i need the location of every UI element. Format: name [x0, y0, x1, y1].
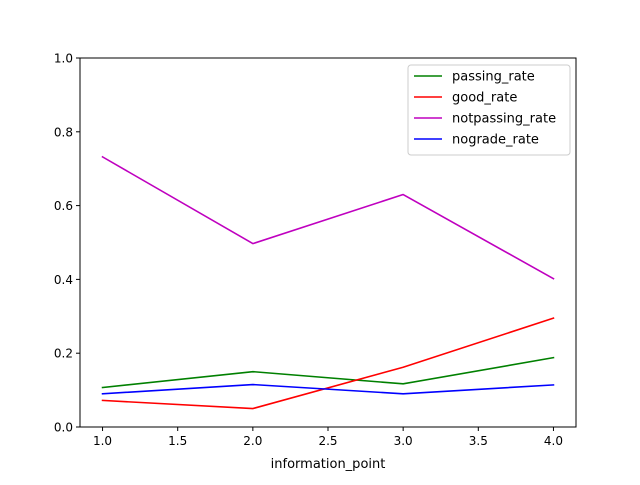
- legend-label-good_rate: good_rate: [452, 91, 517, 106]
- y-tick-label: 1.0: [54, 52, 73, 66]
- x-tick-label: 3.5: [469, 434, 488, 448]
- legend: passing_rate good_rate notpassing_ratenogr…: [407, 64, 571, 156]
- legend-label-notpassing_rate: notpassing_rate: [452, 112, 556, 127]
- x-axis-ticks: 1.0 1.5 2.0 2.5 3.0 3.5 4.0: [93, 427, 563, 448]
- y-tick-label: 0.6: [54, 199, 73, 213]
- series-line-notpassing_rate: [101, 155, 555, 280]
- x-tick-label: 2.0: [243, 434, 262, 448]
- y-tick-label: 0.4: [54, 273, 73, 287]
- legend-label-passing_rate: passing_rate: [452, 70, 535, 85]
- y-tick-label: 0.0: [54, 421, 73, 435]
- y-tick-label: 0.2: [54, 347, 73, 361]
- x-axis-label: information_point: [271, 457, 386, 472]
- x-tick-label: 1.5: [168, 434, 187, 448]
- series-layer: [101, 155, 555, 410]
- y-axis-ticks: 0.0 0.2 0.4 0.6 0.8 1.0: [54, 52, 80, 435]
- series-line-nograde_rate: [101, 383, 555, 395]
- x-tick-label: 3.0: [394, 434, 413, 448]
- legend-label-nograde_rate: nograde_rate: [452, 133, 539, 148]
- x-tick-label: 1.0: [93, 434, 112, 448]
- series-line-good_rate: [101, 317, 555, 410]
- x-tick-label: 2.5: [318, 434, 337, 448]
- y-tick-label: 0.8: [54, 125, 73, 139]
- x-tick-label: 4.0: [544, 434, 563, 448]
- legend-box: [407, 64, 571, 156]
- series-line-passing_rate: [101, 356, 555, 389]
